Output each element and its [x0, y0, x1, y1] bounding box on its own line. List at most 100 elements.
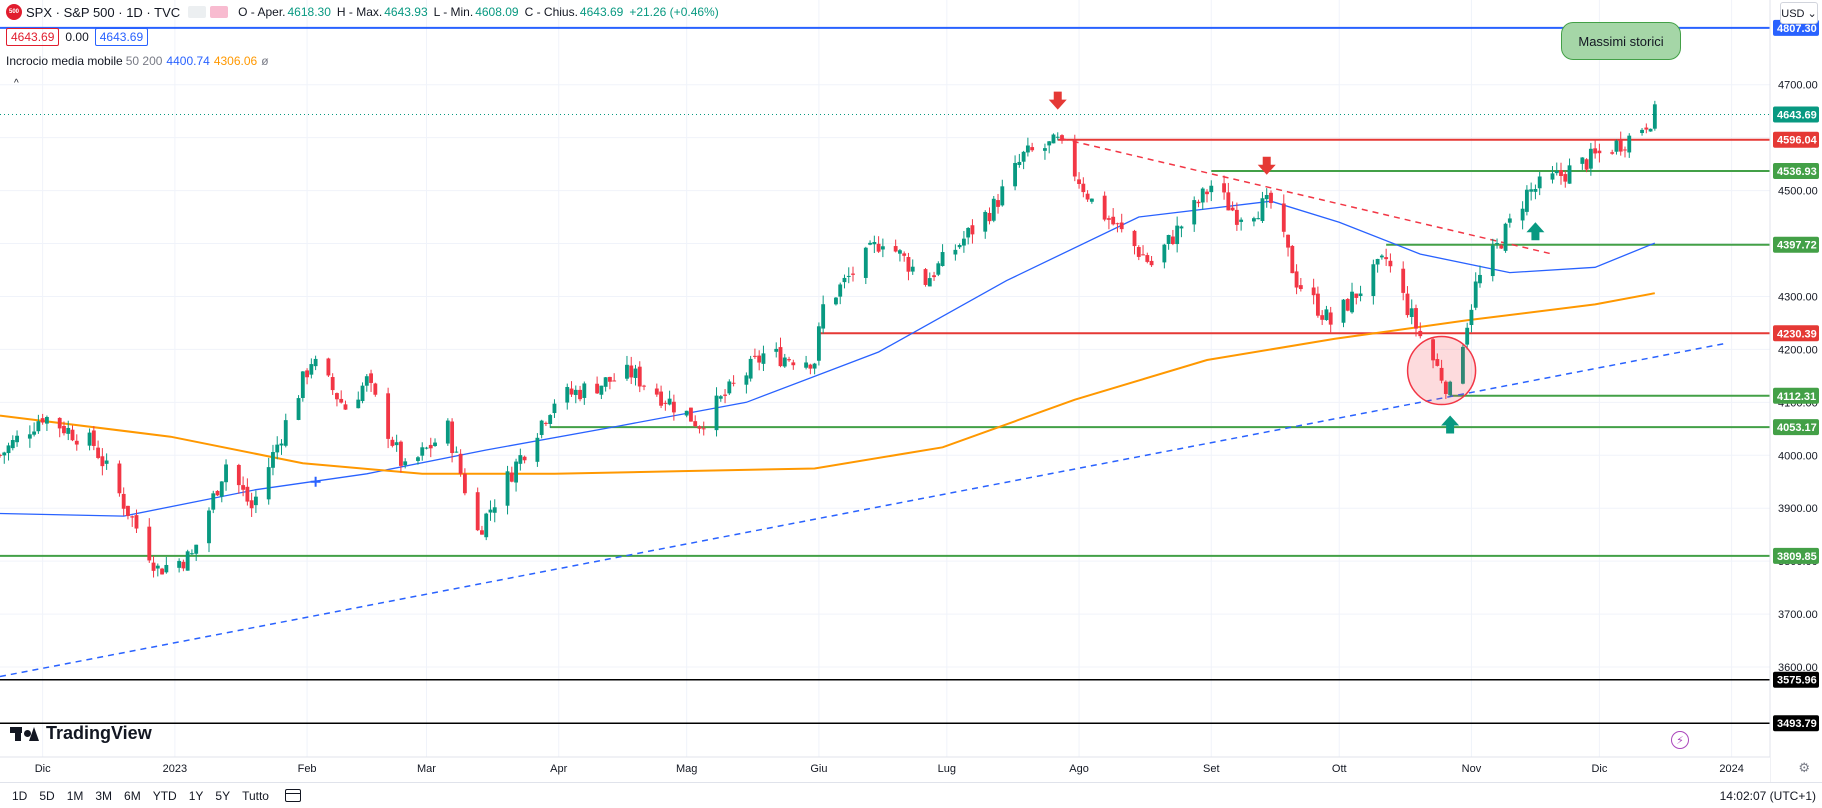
candle-body — [816, 326, 821, 361]
candle-body — [863, 247, 868, 278]
candle-body — [697, 426, 702, 429]
currency-selector[interactable]: USD ⌄ — [1780, 2, 1818, 24]
timeframe-6m-button[interactable]: 6M — [124, 788, 141, 803]
sell-button[interactable]: 4643.69 — [6, 28, 60, 46]
candle-body — [774, 348, 779, 352]
tradingview-logo[interactable]: TradingView — [10, 723, 152, 744]
arrow-up-icon — [1441, 415, 1460, 434]
candle-body — [1644, 127, 1649, 130]
timeframe-5d-button[interactable]: 5D — [39, 788, 55, 803]
candle-body — [612, 380, 617, 382]
candle-body — [906, 257, 911, 272]
candle-body — [185, 551, 190, 571]
trade-panel: 4643.69 0.00 4643.69 — [6, 28, 149, 46]
candle-body — [1550, 173, 1555, 180]
massimi-storici-note[interactable]: Massimi storici — [1561, 22, 1681, 60]
ohlc-label: C - Chius. — [524, 5, 578, 19]
candle-body — [339, 398, 344, 403]
candle-body — [970, 225, 975, 235]
candle-body — [1563, 174, 1568, 182]
candle-body — [1060, 135, 1064, 141]
candle-body — [851, 273, 855, 275]
candle-body — [296, 398, 301, 420]
lightning-icon[interactable]: ⚡ — [1671, 731, 1689, 749]
settings-gear-icon[interactable]: ⚙ — [1798, 760, 1810, 775]
candle-body — [1051, 134, 1056, 144]
indicator-eye-icon[interactable]: ø — [261, 54, 269, 68]
candle-body — [96, 447, 101, 458]
candle-body — [271, 452, 275, 468]
candle-body — [629, 365, 634, 378]
price-tick-label: 4000.00 — [1778, 450, 1818, 462]
cross-icon — [310, 476, 321, 487]
collapse-legend-icon[interactable]: ^ — [14, 78, 19, 89]
candle-body — [505, 471, 510, 506]
level-price-badge — [1773, 163, 1819, 180]
candle-body — [360, 385, 365, 402]
candle-body — [940, 252, 945, 266]
trendline — [1061, 137, 1553, 255]
candle-body — [1520, 208, 1525, 221]
candle-body — [1013, 162, 1018, 187]
candle-body — [535, 437, 540, 462]
level-price-label: 4112.31 — [1777, 391, 1816, 403]
candle-body — [548, 415, 553, 424]
timeframe-1y-button[interactable]: 1Y — [188, 788, 204, 803]
time-tick-label: 2023 — [163, 763, 187, 775]
timeframe-ytd-button[interactable]: YTD — [152, 788, 177, 803]
indicator-legend[interactable]: Incrocio media mobile 50 200 4400.74 4306.0… — [6, 54, 269, 68]
level-price-badge — [1773, 325, 1819, 342]
timeframe-1d-button[interactable]: 1D — [12, 788, 28, 803]
candle-body — [1145, 255, 1150, 262]
candle-body — [1324, 309, 1329, 321]
candle-body — [1149, 260, 1154, 266]
candle-body — [445, 420, 450, 444]
candle-body — [1371, 264, 1376, 297]
level-price-label: 4596.04 — [1777, 135, 1818, 147]
candle-body — [642, 385, 646, 387]
candle-body — [2, 452, 7, 456]
candle-body — [782, 357, 787, 367]
candle-body — [1281, 203, 1286, 232]
candle-body — [1507, 218, 1512, 223]
candle-body — [1559, 170, 1563, 177]
timeframe-5y-button[interactable]: 5Y — [215, 788, 231, 803]
timeframe-buttons: 1D 5D 1M 3M 6M YTD 1Y 5Y Tutto — [0, 789, 269, 803]
candle-body — [1043, 148, 1047, 151]
candle-body — [134, 515, 139, 529]
level-price-label: 3493.79 — [1777, 718, 1817, 730]
candle-body — [1132, 230, 1137, 247]
candle-body — [1115, 223, 1120, 225]
buy-button[interactable]: 4643.69 — [94, 28, 149, 46]
candle-body — [671, 401, 676, 413]
timeframe-3m-button[interactable]: 3M — [95, 788, 113, 803]
candle-body — [1252, 218, 1256, 222]
candle-body — [1354, 293, 1359, 298]
candle-body — [330, 377, 335, 391]
candle-body — [578, 389, 582, 400]
candle-body — [718, 396, 723, 399]
candle-body — [1239, 219, 1244, 222]
candle-body — [207, 510, 211, 544]
candle-body — [625, 364, 629, 379]
tradingview-logo-text: TradingView — [46, 723, 152, 743]
candle-body — [1102, 195, 1107, 220]
candle-body — [522, 456, 527, 461]
candle-body — [1414, 308, 1418, 329]
candle-body — [266, 467, 271, 500]
calendar-icon[interactable] — [284, 789, 301, 802]
candle-body — [27, 434, 32, 439]
timeframe-1m-button[interactable]: 1M — [66, 788, 84, 803]
ma-50-line — [0, 200, 1656, 517]
hide-legend-button[interactable] — [188, 6, 207, 18]
timeframe-tutto-button[interactable]: Tutto — [242, 788, 269, 803]
candle-body — [373, 383, 378, 395]
candle-body — [1580, 157, 1585, 164]
candle-body — [104, 460, 109, 464]
compare-button[interactable] — [210, 6, 229, 18]
clock[interactable]: 14:02:07 (UTC+1) — [1719, 789, 1816, 803]
candle-body — [484, 513, 489, 538]
price-tick-label: 4700.00 — [1778, 80, 1818, 92]
candle-body — [1584, 159, 1589, 170]
